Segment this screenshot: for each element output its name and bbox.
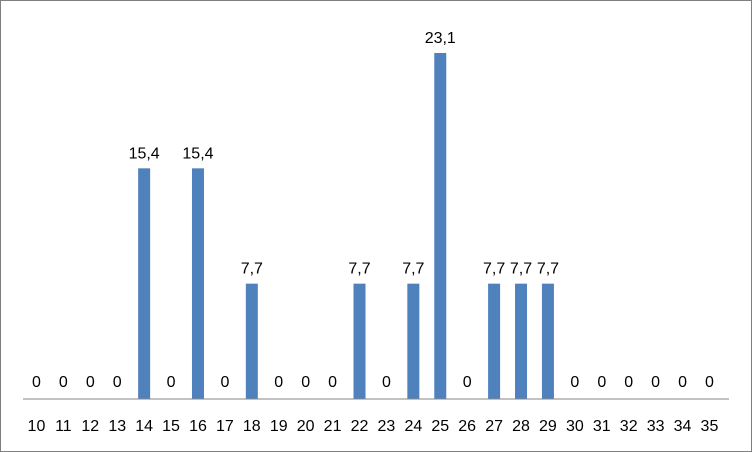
x-tick-label-26: 26 bbox=[458, 418, 476, 435]
data-label-13: 0 bbox=[113, 374, 122, 391]
data-label-28: 7,7 bbox=[510, 261, 532, 278]
x-tick-labels-group: 10 11 12 13 14 15 16 17 18 19 20 21 22 23 24 25 26 27 28 29… bbox=[28, 418, 719, 435]
x-tick-label-19: 19 bbox=[270, 418, 288, 435]
x-tick-label-11: 11 bbox=[55, 418, 72, 435]
data-label-15: 0 bbox=[167, 374, 176, 391]
data-label-10: 0 bbox=[32, 374, 41, 391]
x-tick-label-15: 15 bbox=[162, 418, 180, 435]
x-tick-label-14: 14 bbox=[135, 418, 153, 435]
data-labels-group: 0 0 0 0 15,4 0 15,4 0 7,7 0 0 0 7,7 0 7,7 23,1 0 7,7 7,7 7,… bbox=[32, 30, 714, 391]
data-label-20: 0 bbox=[301, 374, 310, 391]
x-tick-label-29: 29 bbox=[539, 418, 557, 435]
bar-27 bbox=[488, 283, 501, 399]
data-label-21: 0 bbox=[328, 374, 337, 391]
x-tick-label-13: 13 bbox=[108, 418, 126, 435]
data-label-14: 15,4 bbox=[129, 145, 160, 162]
data-label-16: 15,4 bbox=[182, 145, 213, 162]
data-label-25: 23,1 bbox=[425, 30, 456, 47]
data-label-11: 0 bbox=[59, 374, 68, 391]
bars-group bbox=[138, 53, 554, 399]
x-tick-label-22: 22 bbox=[351, 418, 369, 435]
x-tick-label-16: 16 bbox=[189, 418, 207, 435]
bar-22 bbox=[353, 283, 366, 399]
x-tick-label-31: 31 bbox=[593, 418, 611, 435]
data-label-33: 0 bbox=[651, 374, 660, 391]
data-label-22: 7,7 bbox=[348, 261, 370, 278]
data-label-27: 7,7 bbox=[483, 261, 505, 278]
bar-29 bbox=[541, 283, 554, 399]
data-label-31: 0 bbox=[597, 374, 606, 391]
data-label-26: 0 bbox=[463, 374, 472, 391]
bar-18 bbox=[245, 283, 258, 399]
x-tick-label-10: 10 bbox=[28, 418, 46, 435]
x-tick-label-35: 35 bbox=[701, 418, 719, 435]
x-tick-label-25: 25 bbox=[431, 418, 449, 435]
x-tick-label-18: 18 bbox=[243, 418, 261, 435]
data-label-23: 0 bbox=[382, 374, 391, 391]
data-label-32: 0 bbox=[624, 374, 633, 391]
data-label-18: 7,7 bbox=[241, 261, 263, 278]
data-label-35: 0 bbox=[705, 374, 714, 391]
data-label-34: 0 bbox=[678, 374, 687, 391]
x-tick-label-27: 27 bbox=[485, 418, 503, 435]
x-tick-label-23: 23 bbox=[378, 418, 396, 435]
x-tick-label-32: 32 bbox=[620, 418, 638, 435]
x-tick-label-21: 21 bbox=[324, 418, 342, 435]
x-tick-label-17: 17 bbox=[216, 418, 234, 435]
data-label-24: 7,7 bbox=[402, 261, 424, 278]
data-label-29: 7,7 bbox=[537, 261, 559, 278]
bar-25 bbox=[434, 53, 447, 399]
bar-16 bbox=[191, 168, 204, 399]
x-tick-label-34: 34 bbox=[674, 418, 692, 435]
data-label-30: 0 bbox=[570, 374, 579, 391]
data-label-17: 0 bbox=[220, 374, 229, 391]
x-tick-label-20: 20 bbox=[297, 418, 315, 435]
x-tick-label-33: 33 bbox=[647, 418, 665, 435]
bar-28 bbox=[515, 283, 528, 399]
x-tick-label-30: 30 bbox=[566, 418, 584, 435]
data-label-19: 0 bbox=[274, 374, 283, 391]
x-tick-label-12: 12 bbox=[81, 418, 99, 435]
data-label-12: 0 bbox=[86, 374, 95, 391]
bar-14 bbox=[138, 168, 151, 399]
x-tick-label-28: 28 bbox=[512, 418, 530, 435]
bar-24 bbox=[407, 283, 420, 399]
x-tick-label-24: 24 bbox=[404, 418, 422, 435]
